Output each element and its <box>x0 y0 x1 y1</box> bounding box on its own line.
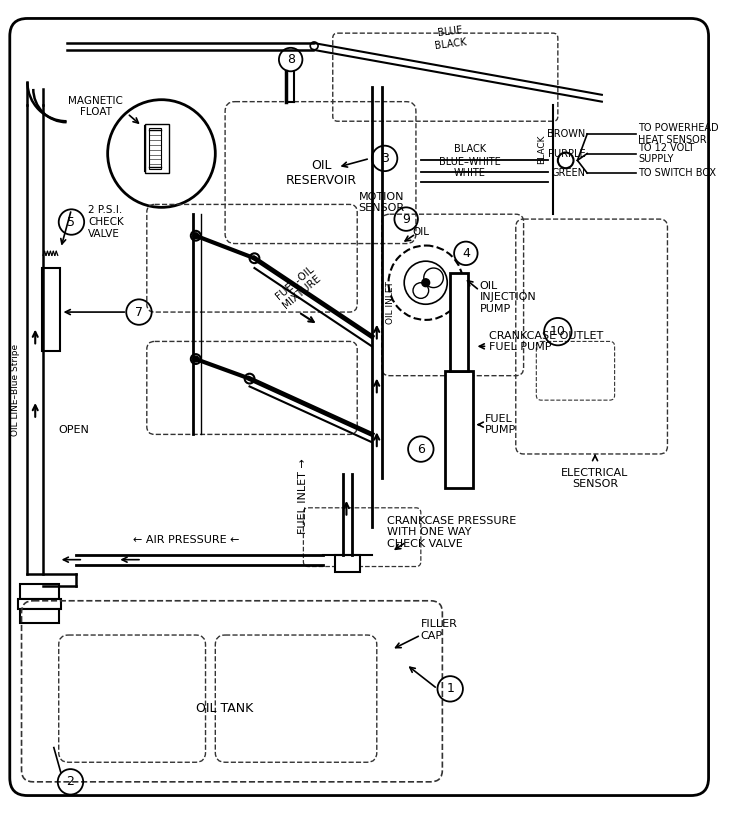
Text: OIL INLET: OIL INLET <box>385 281 395 324</box>
Circle shape <box>558 152 573 168</box>
Text: BLACK: BLACK <box>434 37 467 50</box>
Text: 7: 7 <box>135 305 143 318</box>
Text: 2 P.S.I.
CHECK
VALVE: 2 P.S.I. CHECK VALVE <box>88 205 124 239</box>
Text: 8: 8 <box>287 53 294 66</box>
Text: BLACK: BLACK <box>537 135 546 164</box>
Bar <box>335 555 360 572</box>
Bar <box>20 584 59 599</box>
Text: OIL: OIL <box>413 227 429 237</box>
Circle shape <box>191 231 200 241</box>
Text: FUEL INLET →: FUEL INLET → <box>299 458 308 534</box>
Bar <box>149 128 161 169</box>
Text: BROWN: BROWN <box>547 129 585 139</box>
Circle shape <box>193 233 199 239</box>
Text: OIL LINE–Blue Stripe: OIL LINE–Blue Stripe <box>11 344 20 436</box>
Text: 2: 2 <box>67 775 74 788</box>
Circle shape <box>244 374 255 383</box>
Circle shape <box>310 42 318 50</box>
Text: BLUE–WHITE: BLUE–WHITE <box>439 157 501 167</box>
Text: TO 12 VOLT
SUPPLY: TO 12 VOLT SUPPLY <box>638 142 694 164</box>
Circle shape <box>250 253 259 263</box>
Text: OIL
INJECTION
PUMP: OIL INJECTION PUMP <box>479 281 537 314</box>
Bar <box>145 125 170 173</box>
Text: CRANKCASE PRESSURE
WITH ONE WAY
CHECK VALVE: CRANKCASE PRESSURE WITH ONE WAY CHECK VA… <box>387 516 516 549</box>
Text: TO POWERHEAD
HEAT SENSOR: TO POWERHEAD HEAT SENSOR <box>638 123 719 145</box>
Text: 10: 10 <box>550 325 566 338</box>
Bar <box>450 273 468 371</box>
Text: MAGNETIC
FLOAT: MAGNETIC FLOAT <box>68 96 123 117</box>
Text: PURPLE: PURPLE <box>548 148 585 159</box>
Text: FUEL-OIL
MIXTURE: FUEL-OIL MIXTURE <box>274 265 323 311</box>
Text: WHITE: WHITE <box>454 168 486 178</box>
Text: MOTION
SENSOR: MOTION SENSOR <box>359 191 404 213</box>
Text: OIL TANK: OIL TANK <box>197 702 254 715</box>
Text: 9: 9 <box>402 212 410 225</box>
Text: TO SWITCH BOX: TO SWITCH BOX <box>638 168 716 178</box>
Text: BLACK: BLACK <box>454 143 486 154</box>
Bar <box>446 371 473 488</box>
Text: 4: 4 <box>462 247 470 260</box>
Text: OPEN: OPEN <box>59 425 90 435</box>
Text: BLUE: BLUE <box>437 25 463 38</box>
Circle shape <box>108 99 215 208</box>
Text: 3: 3 <box>381 152 388 165</box>
Text: 6: 6 <box>417 443 425 456</box>
Text: ← AIR PRESSURE ←: ← AIR PRESSURE ← <box>133 535 239 545</box>
Text: GREEN: GREEN <box>551 168 585 178</box>
Text: FUEL
PUMP: FUEL PUMP <box>484 414 516 435</box>
Circle shape <box>422 278 429 287</box>
Text: 5: 5 <box>68 216 76 229</box>
Circle shape <box>193 356 199 362</box>
Text: CRANKCASE OUTLET
FUEL PUMP: CRANKCASE OUTLET FUEL PUMP <box>490 330 603 352</box>
Bar <box>42 268 59 351</box>
Circle shape <box>191 354 200 364</box>
Text: OIL
RESERVOIR: OIL RESERVOIR <box>286 159 357 187</box>
Bar <box>20 609 59 624</box>
Text: ELECTRICAL
SENSOR: ELECTRICAL SENSOR <box>562 468 629 489</box>
Text: FILLER
CAP: FILLER CAP <box>421 619 458 641</box>
Bar <box>18 599 61 609</box>
Text: 1: 1 <box>446 682 454 695</box>
